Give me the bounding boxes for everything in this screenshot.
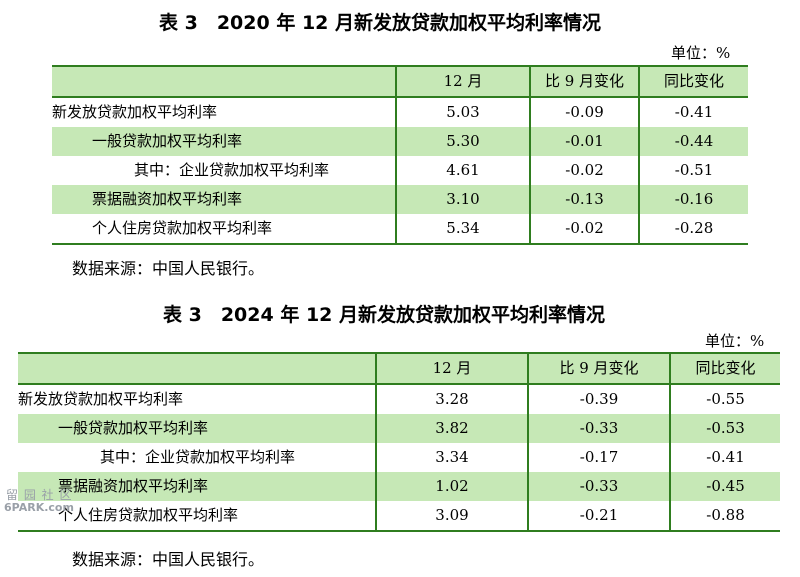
table2-source: 数据来源：中国人民银行。: [72, 550, 265, 569]
table-row: 个人住房贷款加权平均利率 5.34 -0.02 -0.28: [52, 214, 748, 245]
cell-dec: 1.02: [375, 472, 528, 501]
cell-dec: 3.10: [395, 185, 530, 214]
cell-dec: 3.09: [375, 501, 528, 532]
table-row: 其中：企业贷款加权平均利率 4.61 -0.02 -0.51: [52, 156, 748, 185]
table-row: 其中：企业贷款加权平均利率 3.34 -0.17 -0.41: [18, 443, 780, 472]
row-label: 个人住房贷款加权平均利率: [18, 501, 376, 532]
row-label: 一般贷款加权平均利率: [52, 127, 396, 156]
cell-yoy: -0.51: [638, 156, 748, 185]
cell-yoy: -0.44: [638, 127, 748, 156]
table2: 12 月 比 9 月变化 同比变化 新发放贷款加权平均利率 3.28 -0.39…: [18, 352, 780, 532]
table1-header-yoy: 同比变化: [638, 65, 748, 98]
cell-vs-sep: -0.09: [529, 97, 639, 127]
cell-dec: 3.82: [375, 414, 528, 443]
cell-vs-sep: -0.17: [527, 443, 670, 472]
cell-yoy: -0.41: [638, 97, 748, 127]
cell-dec: 5.03: [395, 97, 530, 127]
cell-dec: 3.34: [375, 443, 528, 472]
cell-dec: 4.61: [395, 156, 530, 185]
table-row: 新发放贷款加权平均利率 3.28 -0.39 -0.55: [18, 384, 780, 414]
cell-yoy: -0.16: [638, 185, 748, 214]
cell-yoy: -0.41: [669, 443, 780, 472]
table1-source: 数据来源：中国人民银行。: [72, 259, 265, 278]
cell-dec: 5.30: [395, 127, 530, 156]
table1-header-dec: 12 月: [395, 65, 530, 98]
cell-yoy: -0.88: [669, 501, 780, 532]
table-row: 一般贷款加权平均利率 5.30 -0.01 -0.44: [52, 127, 748, 156]
row-label: 其中：企业贷款加权平均利率: [134, 161, 330, 179]
watermark-url: 6PARK.com: [4, 501, 74, 514]
row-label: 一般贷款加权平均利率: [18, 414, 376, 443]
cell-dec: 3.28: [375, 384, 528, 414]
table2-title: 表 3 2024 年 12 月新发放贷款加权平均利率情况: [163, 304, 606, 326]
row-label: 新发放贷款加权平均利率: [52, 103, 218, 121]
cell-vs-sep: -0.02: [529, 214, 639, 245]
cell-yoy: -0.55: [669, 384, 780, 414]
table-row: 票据融资加权平均利率 3.10 -0.13 -0.16: [52, 185, 748, 214]
watermark-text: 留 园 社 区: [6, 488, 73, 502]
table-row: 一般贷款加权平均利率 3.82 -0.33 -0.53: [18, 414, 780, 443]
table1-unit: 单位：%: [671, 44, 731, 62]
table-row: 个人住房贷款加权平均利率 3.09 -0.21 -0.88: [18, 501, 780, 532]
table2-header-dec: 12 月: [375, 352, 528, 385]
cell-yoy: -0.53: [669, 414, 780, 443]
row-label: 其中：企业贷款加权平均利率: [100, 448, 296, 466]
table1-title: 表 3 2020 年 12 月新发放贷款加权平均利率情况: [159, 12, 602, 34]
cell-dec: 5.34: [395, 214, 530, 245]
cell-vs-sep: -0.39: [527, 384, 670, 414]
table1-header-vs-sep: 比 9 月变化: [529, 65, 639, 98]
row-label: 个人住房贷款加权平均利率: [52, 214, 396, 245]
table2-header-vs-sep: 比 9 月变化: [527, 352, 670, 385]
table2-header-yoy: 同比变化: [669, 352, 780, 385]
table2-unit: 单位：%: [705, 332, 765, 350]
cell-vs-sep: -0.13: [529, 185, 639, 214]
table1-header-label: [52, 65, 396, 98]
cell-vs-sep: -0.01: [529, 127, 639, 156]
row-label: 新发放贷款加权平均利率: [18, 390, 184, 408]
table-row: 新发放贷款加权平均利率 5.03 -0.09 -0.41: [52, 97, 748, 127]
cell-vs-sep: -0.02: [529, 156, 639, 185]
row-label: 票据融资加权平均利率: [52, 185, 396, 214]
cell-vs-sep: -0.33: [527, 472, 670, 501]
table1: 12 月 比 9 月变化 同比变化 新发放贷款加权平均利率 5.03 -0.09…: [52, 65, 748, 245]
table2-header-label: [18, 352, 376, 385]
table-row: 票据融资加权平均利率 1.02 -0.33 -0.45: [18, 472, 780, 501]
cell-vs-sep: -0.21: [527, 501, 670, 532]
table2-header-row: 12 月 比 9 月变化 同比变化: [18, 352, 780, 385]
cell-vs-sep: -0.33: [527, 414, 670, 443]
row-label: 票据融资加权平均利率: [18, 472, 376, 501]
cell-yoy: -0.28: [638, 214, 748, 245]
table1-header-row: 12 月 比 9 月变化 同比变化: [52, 65, 748, 98]
cell-yoy: -0.45: [669, 472, 780, 501]
